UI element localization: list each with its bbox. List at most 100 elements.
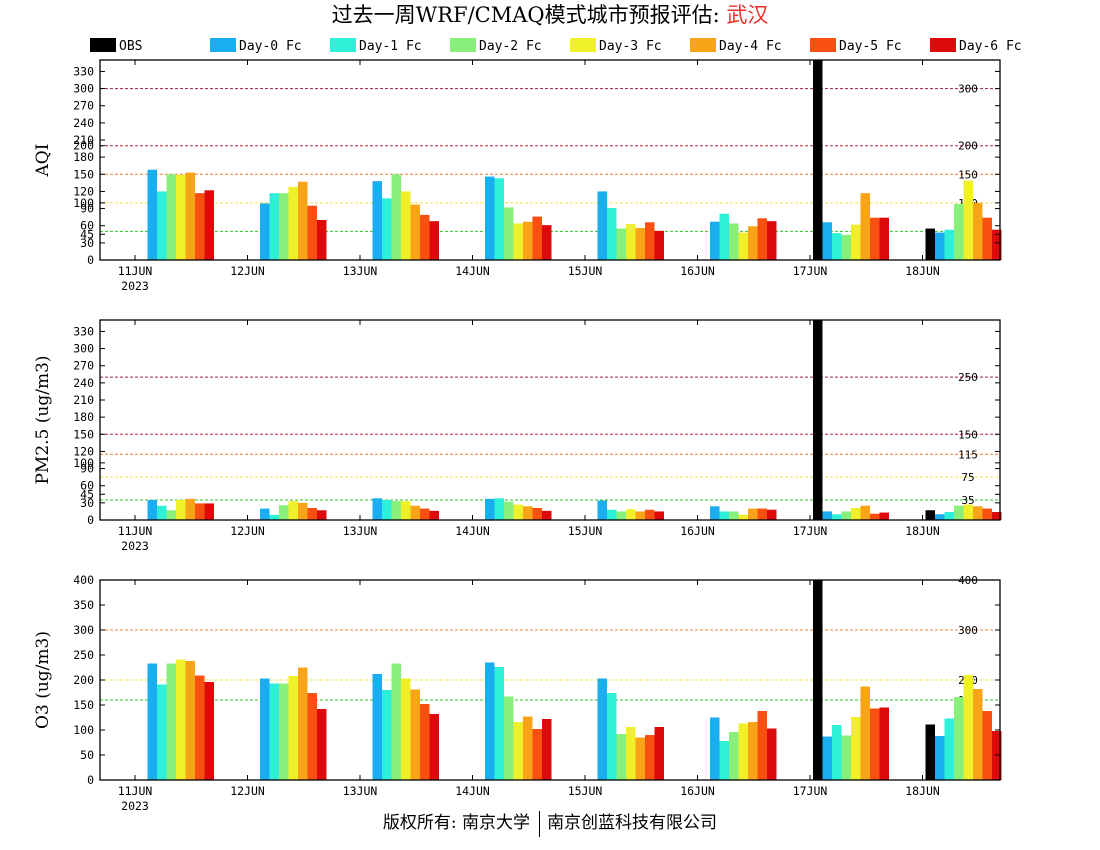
bar	[954, 505, 964, 520]
bar	[870, 708, 880, 780]
bar	[879, 512, 889, 520]
x-tick-label: 11JUN	[118, 264, 153, 278]
bar	[851, 224, 861, 260]
bar	[485, 662, 495, 780]
bar	[494, 178, 504, 260]
bar	[860, 686, 870, 780]
bar	[429, 221, 439, 260]
y-axis-label: PM2.5 (ug/m3)	[33, 355, 53, 484]
bar	[420, 704, 430, 780]
bar	[147, 500, 157, 520]
bar	[767, 728, 777, 780]
bar	[841, 511, 851, 520]
bar	[382, 500, 392, 520]
x-tick-label: 15JUN	[568, 524, 603, 538]
bar	[597, 500, 607, 520]
y-tick-label: 120	[73, 184, 94, 198]
threshold-label: 75	[961, 471, 974, 484]
threshold-label: 35	[961, 494, 974, 507]
bar	[204, 503, 214, 520]
plot-frame	[99, 59, 1001, 261]
bar	[748, 722, 758, 780]
x-tick-label: 18JUN	[905, 264, 940, 278]
y-tick-label: 90	[80, 202, 94, 216]
y-tick-label: 30	[80, 496, 94, 510]
y-tick-label: 150	[73, 167, 94, 181]
y-tick-label: 270	[73, 359, 94, 373]
bar	[382, 690, 392, 780]
bar	[944, 512, 954, 520]
y-tick-label: 0	[87, 773, 94, 787]
legend-label: Day-5 Fc	[839, 39, 902, 54]
bar	[401, 501, 411, 520]
bar	[822, 511, 832, 520]
x-tick-label: 13JUN	[343, 784, 378, 798]
bar	[813, 580, 823, 780]
bar	[260, 678, 270, 780]
bar	[307, 508, 317, 520]
bar	[260, 508, 270, 520]
bar	[925, 724, 935, 780]
x-tick-label: 17JUN	[793, 784, 828, 798]
bar	[410, 204, 420, 260]
bar	[429, 714, 439, 780]
y-tick-label: 90	[80, 462, 94, 476]
bar	[279, 683, 289, 780]
x-tick-label: 12JUN	[230, 524, 265, 538]
bar	[925, 510, 935, 520]
bar	[729, 223, 739, 260]
bar	[748, 508, 758, 520]
x-tick-label: 16JUN	[680, 264, 715, 278]
bar	[401, 191, 411, 260]
bar	[288, 501, 298, 520]
bar	[645, 222, 655, 260]
y-tick-label: 300	[73, 342, 94, 356]
bar	[757, 218, 767, 260]
bar	[719, 511, 729, 520]
x-tick-label: 16JUN	[680, 784, 715, 798]
y-tick-label: 240	[73, 376, 94, 390]
x-tick-label: 15JUN	[568, 264, 603, 278]
bar	[757, 711, 767, 780]
bar	[166, 174, 176, 260]
y-tick-label: 180	[73, 150, 94, 164]
bar	[523, 506, 533, 520]
x-tick-label: 13JUN	[343, 264, 378, 278]
bar	[494, 498, 504, 520]
bar	[494, 667, 504, 780]
threshold-label: 300	[958, 624, 978, 637]
bar	[982, 508, 992, 520]
bar	[616, 511, 626, 520]
bar	[204, 682, 214, 780]
x-tick-label: 12JUN	[230, 784, 265, 798]
bar	[738, 723, 748, 780]
y-tick-label: 300	[73, 82, 94, 96]
bar	[157, 505, 167, 520]
x-tick-label: 18JUN	[905, 524, 940, 538]
bar	[710, 221, 720, 260]
threshold-label: 200	[958, 140, 978, 153]
bar	[523, 221, 533, 260]
x-year-label: 2023	[121, 279, 149, 293]
bar	[729, 732, 739, 780]
y-tick-label: 100	[73, 723, 94, 737]
bar	[719, 741, 729, 780]
y-tick-label: 300	[73, 623, 94, 637]
bar	[298, 502, 308, 520]
bar	[176, 174, 186, 260]
footer-copyright: 版权所有: 南京大学 南京创蓝科技有限公司	[0, 808, 1100, 837]
bar	[879, 217, 889, 260]
bar	[870, 217, 880, 260]
bar	[654, 511, 664, 520]
bar	[944, 718, 954, 780]
bar	[635, 228, 645, 260]
y-tick-label: 100	[73, 456, 94, 470]
footer-company: 南京创蓝科技有限公司	[547, 813, 718, 833]
bar	[542, 719, 552, 780]
bar	[954, 204, 964, 260]
chart-panel: 400300200160050100150200250300350400O3 (…	[33, 573, 1002, 813]
bar	[963, 180, 973, 260]
y-tick-label: 400	[73, 573, 94, 587]
y-tick-label: 0	[87, 253, 94, 267]
